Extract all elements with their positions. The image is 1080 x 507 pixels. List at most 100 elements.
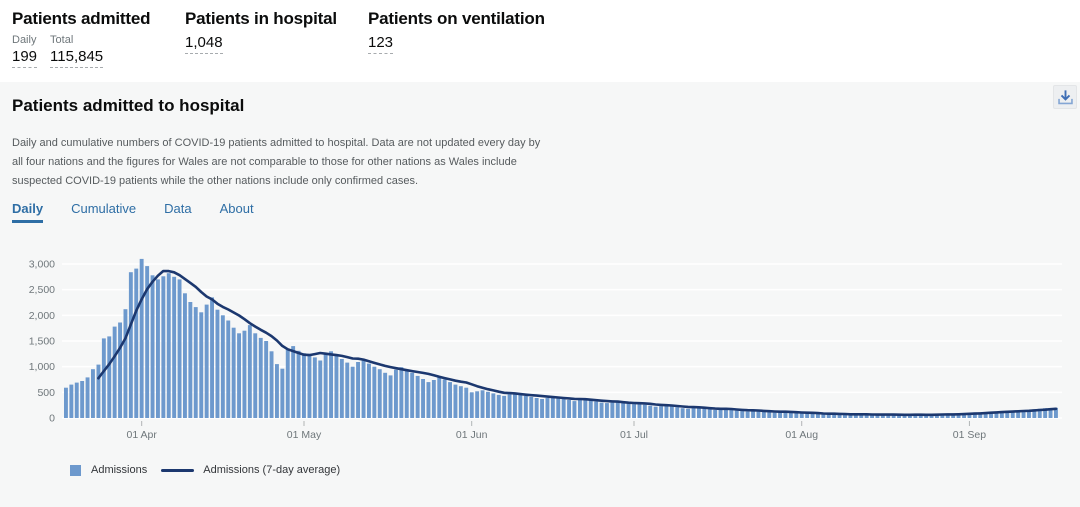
legend-item-admissions[interactable]: Admissions <box>70 464 147 476</box>
admissions-bar <box>610 402 615 418</box>
legend-label: Admissions <box>91 464 148 476</box>
admissions-bar <box>215 309 220 418</box>
admissions-bar <box>1043 408 1048 418</box>
admissions-bar <box>859 413 864 418</box>
admissions-bar <box>891 414 896 418</box>
admissions-bar <box>805 413 810 418</box>
admissions-bar <box>978 412 983 418</box>
admissions-bar <box>567 400 571 418</box>
admissions-bar <box>280 368 285 418</box>
tab-data[interactable]: Data <box>164 201 192 216</box>
admissions-bar <box>480 390 485 418</box>
admissions-bar <box>648 405 653 418</box>
admissions-bar <box>502 395 507 418</box>
admissions-bar <box>523 395 528 418</box>
admissions-bar <box>361 360 366 418</box>
admissions-bar <box>367 363 371 418</box>
admissions-bar <box>886 414 891 418</box>
admissions-bar <box>518 394 523 418</box>
metric-value-in-hospital[interactable]: 1,048 <box>185 35 223 54</box>
admissions-bar <box>296 350 301 418</box>
legend-item-average[interactable]: Admissions (7-day average) <box>161 464 340 476</box>
description-line: suspected COVID-19 patients while the ot… <box>12 175 418 187</box>
admissions-bar <box>426 382 431 418</box>
admissions-bar <box>199 312 204 418</box>
admissions-bar <box>702 408 707 418</box>
admissions-bar <box>226 320 231 418</box>
metric-value-total-admissions[interactable]: 115,845 <box>50 49 104 68</box>
tab-daily[interactable]: Daily <box>12 201 44 223</box>
admissions-bar <box>816 413 820 418</box>
y-axis-tick-label: 2,500 <box>29 284 55 296</box>
admissions-bar <box>134 268 139 418</box>
admissions-bar <box>204 304 209 418</box>
admissions-bar <box>285 348 290 418</box>
admissions-bar <box>372 366 377 418</box>
admissions-bar <box>540 399 544 418</box>
admissions-bar <box>599 402 604 418</box>
admissions-bar <box>220 315 225 418</box>
admissions-bar <box>334 355 339 418</box>
admissions-bar <box>718 409 723 418</box>
admissions-bar <box>940 413 945 418</box>
admissions-bar <box>572 401 577 418</box>
card-title: Patients admitted to hospital <box>12 96 245 115</box>
admissions-bar <box>902 415 907 418</box>
admissions-bar <box>913 414 918 418</box>
admissions-bar <box>161 276 166 418</box>
admissions-chart[interactable]: 0 500 1,000 1,500 2,000 2,500 3,000 01 Apr 01 Ma… <box>8 252 1070 444</box>
admissions-bar <box>323 353 328 418</box>
tab-cumulative[interactable]: Cumulative <box>71 201 137 216</box>
metric-value-daily-admissions[interactable]: 199 <box>12 49 38 68</box>
admissions-bar <box>318 360 323 418</box>
admissions-bar <box>415 375 420 418</box>
admissions-bar <box>69 384 74 418</box>
tab-about[interactable]: About <box>219 201 254 216</box>
x-axis-tick-label: 01 Aug <box>785 429 818 441</box>
admissions-bar <box>193 307 198 418</box>
admissions-bar <box>356 362 360 418</box>
stat-title: Patients on ventilation <box>368 9 545 28</box>
admissions-bar <box>410 372 415 418</box>
admissions-bar <box>350 366 355 418</box>
line-swatch-icon <box>161 468 195 472</box>
admissions-bar <box>761 411 766 418</box>
admissions-bar <box>826 414 831 418</box>
admissions-bar <box>145 266 150 418</box>
admissions-bar <box>578 400 582 418</box>
admissions-bar <box>1027 409 1031 418</box>
admissions-bar <box>177 279 182 418</box>
admissions-bar <box>166 273 171 418</box>
admissions-bar <box>345 362 350 418</box>
admissions-bar <box>686 408 690 418</box>
metric-label: Daily <box>12 34 37 46</box>
admissions-bar <box>404 370 409 418</box>
admissions-bar <box>329 351 333 418</box>
stat-metrics: Daily 199 Total 115,845 <box>12 34 185 68</box>
admissions-bar <box>491 393 496 418</box>
admissions-bar <box>935 414 939 418</box>
admissions-bar <box>745 411 750 418</box>
admissions-bar <box>999 411 1004 418</box>
admissions-bar <box>605 403 609 418</box>
download-button[interactable] <box>1053 85 1077 109</box>
metric-label: Total <box>50 34 74 46</box>
admissions-bar <box>956 413 961 418</box>
metric-value-on-ventilation[interactable]: 123 <box>368 35 394 54</box>
y-axis-tick-label: 0 <box>49 413 55 425</box>
admissions-bar <box>442 379 447 418</box>
admissions-bar <box>172 276 177 418</box>
admissions-bar <box>377 369 382 418</box>
x-axis-tick-label: 01 Jun <box>456 429 488 441</box>
admissions-bar <box>188 302 193 418</box>
chart-svg: 0 500 1,000 1,500 2,000 2,500 3,000 01 Apr 01 Ma… <box>29 259 1062 441</box>
admissions-bar <box>242 330 247 418</box>
admissions-bar <box>669 406 674 418</box>
admissions-bar <box>837 414 842 418</box>
admissions-bar <box>150 275 155 418</box>
admissions-bar <box>583 399 588 418</box>
admissions-card: Patients admitted to hospital Daily and … <box>0 82 1080 507</box>
y-axis-tick-label: 2,000 <box>29 310 55 322</box>
admissions-bar <box>394 369 398 418</box>
